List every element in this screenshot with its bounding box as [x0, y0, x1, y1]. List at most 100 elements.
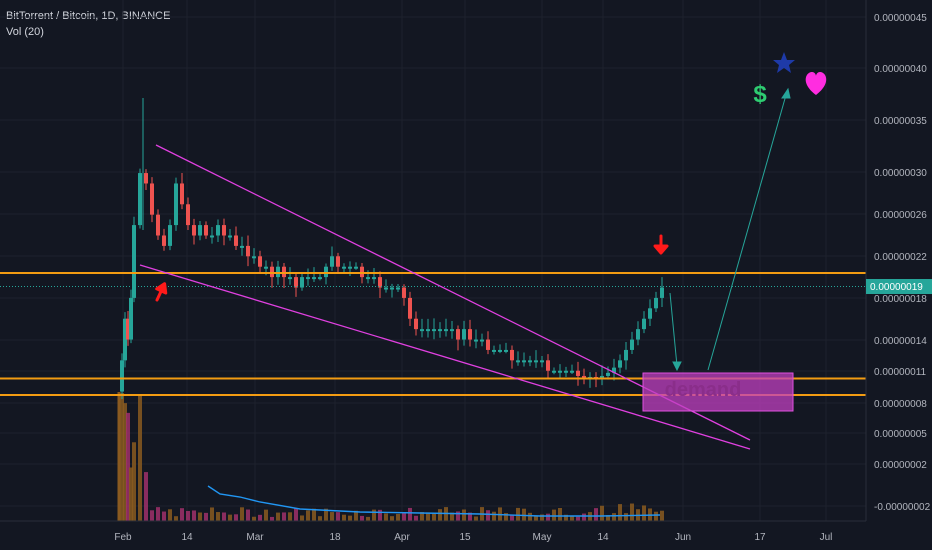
volume-bar: [360, 515, 364, 521]
candle-body: [534, 360, 538, 363]
price-axis[interactable]: 0.00000045 0.00000040 0.00000035 0.00000030…: [865, 0, 931, 521]
projection-down-line: [669, 292, 678, 367]
time-tick-label: May: [533, 532, 552, 543]
volume-bar: [288, 512, 292, 521]
price-tick-label: -0.00000002: [874, 502, 931, 513]
volume-bar: [246, 509, 250, 521]
candle-body: [528, 360, 532, 363]
candle-body: [282, 266, 286, 278]
volume-bar: [414, 515, 418, 521]
candle-body: [234, 235, 238, 246]
candle-body: [426, 329, 430, 332]
volume-bar: [612, 513, 616, 521]
volume-ma-line: [207, 485, 661, 517]
candle-body: [492, 349, 496, 352]
candle-body: [624, 349, 628, 361]
price-tick-label: 0.00000002: [874, 460, 927, 471]
price-tick-label: 0.00000018: [874, 294, 927, 305]
price-tick-label: 0.00000045: [874, 13, 927, 24]
candle-body: [252, 256, 256, 259]
volume-bar: [534, 516, 538, 521]
volume-bar: [144, 472, 148, 521]
time-tick-label: 18: [329, 532, 341, 543]
volume-bar: [378, 509, 382, 521]
candle-body: [348, 266, 352, 269]
volume-bar: [126, 412, 130, 521]
volume-bar: [558, 507, 562, 521]
candle-body: [174, 183, 178, 226]
symbol-title[interactable]: BitTorrent / Bitcoin, 1D, BINANCE: [6, 10, 171, 22]
candle-body: [180, 183, 184, 205]
volume-bar: [366, 516, 370, 521]
candle-body: [198, 225, 202, 236]
volume-bar: [504, 513, 508, 521]
candle-body: [378, 277, 382, 288]
candle-body: [462, 329, 466, 340]
time-tick-label: Jun: [675, 532, 691, 543]
volume-bar: [606, 515, 610, 521]
candle-body: [318, 277, 322, 280]
volume-indicator-label[interactable]: Vol (20): [6, 26, 44, 38]
candle-body: [576, 370, 580, 376]
volume-bar: [120, 393, 124, 521]
candle-body: [138, 173, 142, 226]
projection-path: [669, 87, 791, 372]
time-axis[interactable]: Feb 14 Mar 18 Apr 15 May 14 Jun 17 Jul: [0, 520, 866, 543]
candle-body: [498, 349, 502, 352]
price-tick-label: 0.00000026: [874, 210, 927, 221]
volume-bar: [516, 507, 520, 521]
candle-body: [456, 329, 460, 340]
star-icon: [773, 52, 795, 73]
volume-bar: [468, 512, 472, 521]
candle-body: [168, 225, 172, 246]
candle-body: [162, 235, 166, 246]
volume-bar: [408, 507, 412, 521]
volume-bar: [252, 516, 256, 521]
volume-bar: [450, 512, 454, 521]
candle-body: [486, 339, 490, 350]
candle-body: [126, 318, 130, 340]
red-arrow-down: [653, 234, 669, 255]
candle-body: [402, 287, 406, 298]
volume-bar: [528, 512, 532, 521]
volume-bar: [624, 513, 628, 521]
candle-body: [330, 256, 334, 267]
volume-bar: [396, 513, 400, 521]
volume-bar: [156, 507, 160, 521]
volume-bar: [318, 516, 322, 521]
volume-bar: [348, 515, 352, 521]
volume-bar: [630, 503, 634, 521]
candle-body: [414, 318, 418, 330]
last-price-text: 0.00000019: [870, 282, 923, 293]
volume-bar: [282, 512, 286, 521]
candle-body: [216, 225, 220, 236]
volume-bar: [576, 516, 580, 521]
grid: [0, 0, 866, 521]
volume-bar: [180, 508, 184, 521]
candle-body: [606, 372, 610, 376]
price-tick-label: 0.00000005: [874, 429, 927, 440]
volume-bar: [174, 516, 178, 521]
heart-icon: [805, 72, 827, 95]
volume-bar: [132, 442, 136, 521]
candle-body: [342, 266, 346, 269]
volume-bar: [426, 512, 430, 521]
volume-bar: [474, 516, 478, 521]
candle-body: [444, 329, 448, 332]
candle-body: [336, 256, 340, 267]
chart-legend: BitTorrent / Bitcoin, 1D, BINANCE Vol (2…: [6, 8, 170, 40]
volume-bar: [552, 509, 556, 521]
candle-body: [450, 329, 454, 332]
volume-bar: [222, 512, 226, 521]
volume-bar: [204, 512, 208, 521]
candle-body: [408, 297, 412, 319]
candle-body: [366, 277, 370, 280]
candle-body: [132, 225, 136, 298]
candle-body: [204, 225, 208, 236]
volume-bar: [306, 510, 310, 521]
candle-body: [618, 360, 622, 368]
projection-up-arrowhead: [781, 87, 791, 99]
candle-body: [264, 266, 268, 269]
candle-body: [558, 370, 562, 373]
